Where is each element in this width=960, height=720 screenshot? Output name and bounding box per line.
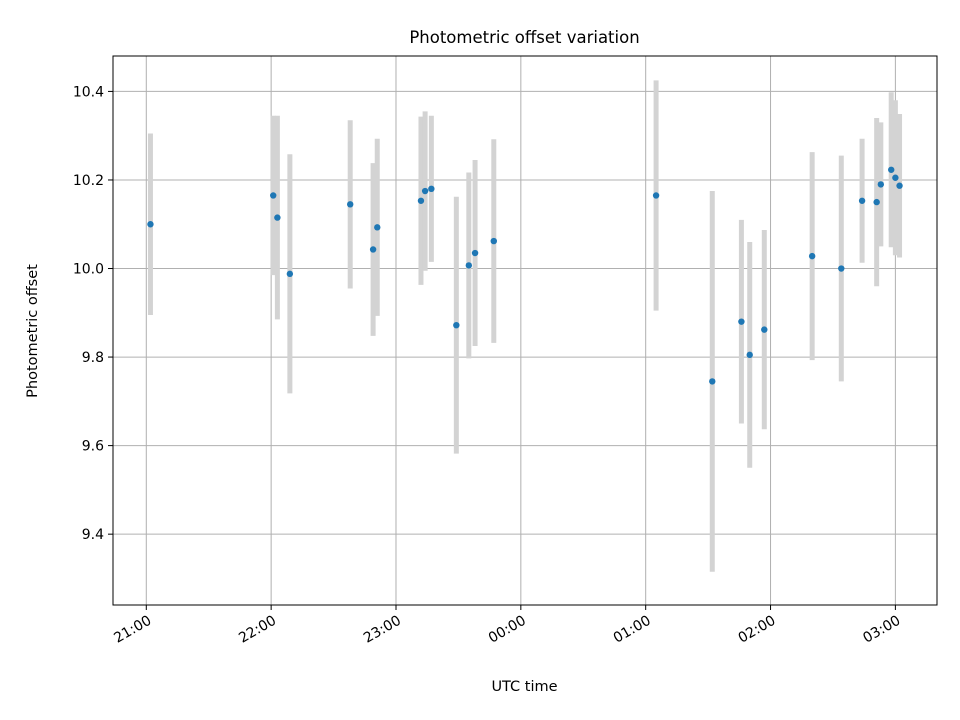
data-point	[428, 185, 435, 193]
data-point	[873, 198, 880, 206]
y-tick-label: 9.8	[82, 350, 104, 366]
x-axis-label: UTC time	[491, 679, 557, 695]
data-point	[374, 224, 381, 231]
data-points	[147, 166, 903, 385]
chart-title: Photometric offset variation	[409, 28, 639, 47]
data-point	[347, 201, 354, 208]
data-point	[808, 252, 816, 260]
data-point	[709, 378, 716, 385]
grid	[113, 56, 937, 605]
y-tick-label: 9.6	[82, 439, 104, 455]
data-point	[369, 246, 377, 253]
data-point	[838, 265, 845, 272]
data-point	[453, 321, 460, 329]
y-axis-label: Photometric offset	[25, 264, 41, 398]
data-point	[888, 166, 895, 173]
data-point	[761, 326, 768, 333]
y-tick-label: 10.4	[73, 84, 104, 100]
y-tick-label: 10.2	[73, 173, 104, 189]
data-point	[652, 192, 660, 199]
plot-frame	[112, 55, 938, 606]
data-point	[738, 318, 745, 325]
data-point	[286, 270, 294, 278]
y-axis-ticks: 9.4 9.6 9.8 10.0 10.2 10.4	[73, 84, 113, 543]
data-point	[490, 237, 497, 245]
y-tick-label: 10.0	[73, 262, 104, 278]
data-point	[877, 181, 885, 188]
y-tick-label: 9.4	[82, 527, 104, 543]
data-point	[896, 182, 903, 189]
data-point	[417, 197, 425, 204]
data-point	[892, 174, 899, 181]
data-point	[858, 197, 866, 204]
data-point	[147, 221, 154, 228]
data-point	[274, 214, 281, 221]
data-point	[465, 262, 473, 269]
data-point	[270, 192, 277, 199]
data-point	[746, 351, 753, 359]
data-point	[471, 249, 479, 257]
data-point	[421, 187, 429, 195]
